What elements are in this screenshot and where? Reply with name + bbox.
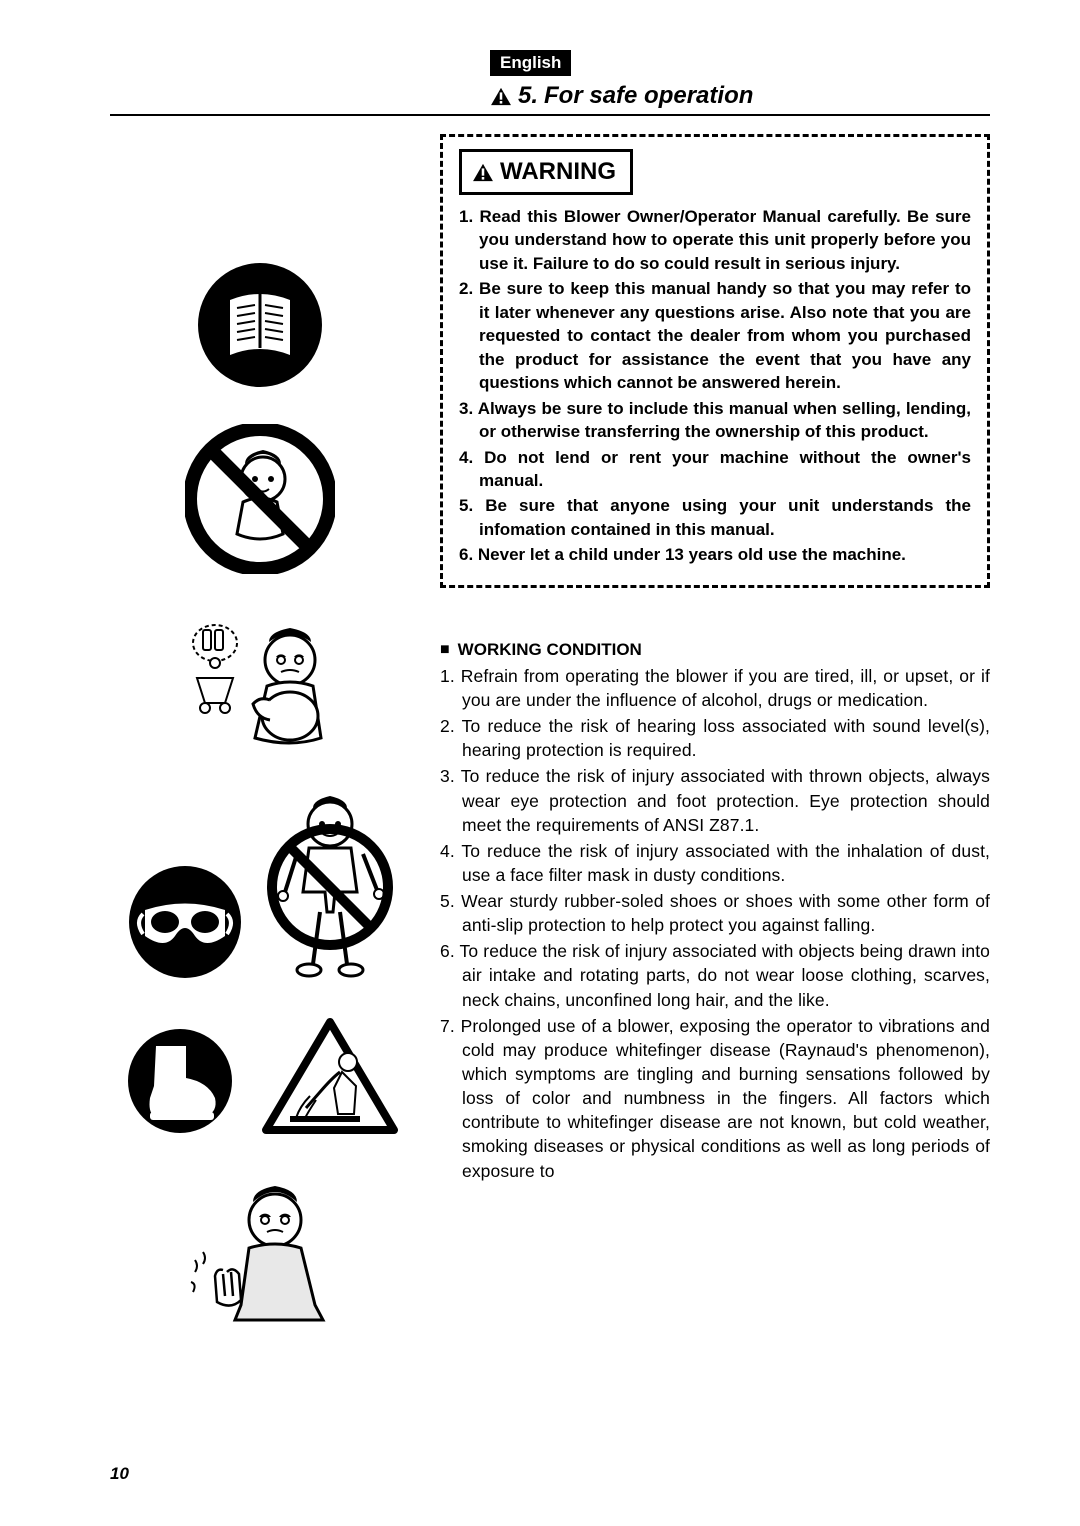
warning-label-text: WARNING <box>500 158 616 186</box>
section-title-text: For safe operation <box>544 82 753 110</box>
warning-item: 6. Never let a child under 13 years old … <box>459 543 971 566</box>
text-column: WARNING 1. Read this Blower Owner/Operat… <box>440 134 990 1330</box>
loose-clothing-hazard-icon <box>260 1016 400 1136</box>
warning-list: 1. Read this Blower Owner/Operator Manua… <box>459 205 971 567</box>
no-shorts-child-icon <box>265 792 395 982</box>
manual-read-icon <box>110 260 410 390</box>
section-number: 5. <box>518 82 538 110</box>
warning-label: WARNING <box>472 158 616 186</box>
condition-item: 5. Wear sturdy rubber-soled shoes or sho… <box>440 889 990 937</box>
working-condition-heading: WORKING CONDITION <box>440 640 990 660</box>
warning-triangle-icon <box>490 87 512 106</box>
ppe-row <box>110 792 410 982</box>
warning-triangle-icon <box>472 163 494 182</box>
main-content: WARNING 1. Read this Blower Owner/Operat… <box>110 134 990 1330</box>
hazard-row <box>110 1016 410 1136</box>
condition-item: 2. To reduce the risk of hearing loss as… <box>440 714 990 762</box>
language-badge: English <box>490 50 571 76</box>
no-children-icon <box>110 424 410 574</box>
warning-item: 4. Do not lend or rent your machine with… <box>459 446 971 493</box>
condition-item: 7. Prolonged use of a blower, exposing t… <box>440 1014 990 1183</box>
page-header: English 5. For safe operation <box>490 50 990 110</box>
illustrations-column <box>110 134 410 1330</box>
working-condition-list: 1. Refrain from operating the blower if … <box>440 664 990 1183</box>
safety-goggles-icon <box>125 862 245 982</box>
warning-box: WARNING 1. Read this Blower Owner/Operat… <box>440 134 990 588</box>
no-impaired-operation-icon <box>110 608 410 758</box>
condition-item: 6. To reduce the risk of injury associat… <box>440 939 990 1011</box>
warning-item: 1. Read this Blower Owner/Operator Manua… <box>459 205 971 275</box>
header-rule <box>110 114 990 116</box>
section-title: 5. For safe operation <box>490 82 753 110</box>
condition-item: 1. Refrain from operating the blower if … <box>440 664 990 712</box>
warning-item: 2. Be sure to keep this manual handy so … <box>459 277 971 394</box>
boot-icon <box>120 1026 240 1136</box>
cold-hand-whitefinger-icon <box>110 1170 410 1330</box>
warning-item: 3. Always be sure to include this manual… <box>459 397 971 444</box>
condition-item: 4. To reduce the risk of injury associat… <box>440 839 990 887</box>
warning-label-frame: WARNING <box>459 149 633 195</box>
working-condition-heading-text: WORKING CONDITION <box>458 640 642 660</box>
condition-item: 3. To reduce the risk of injury associat… <box>440 764 990 836</box>
warning-item: 5. Be sure that anyone using your unit u… <box>459 494 971 541</box>
page-number: 10 <box>110 1464 129 1484</box>
